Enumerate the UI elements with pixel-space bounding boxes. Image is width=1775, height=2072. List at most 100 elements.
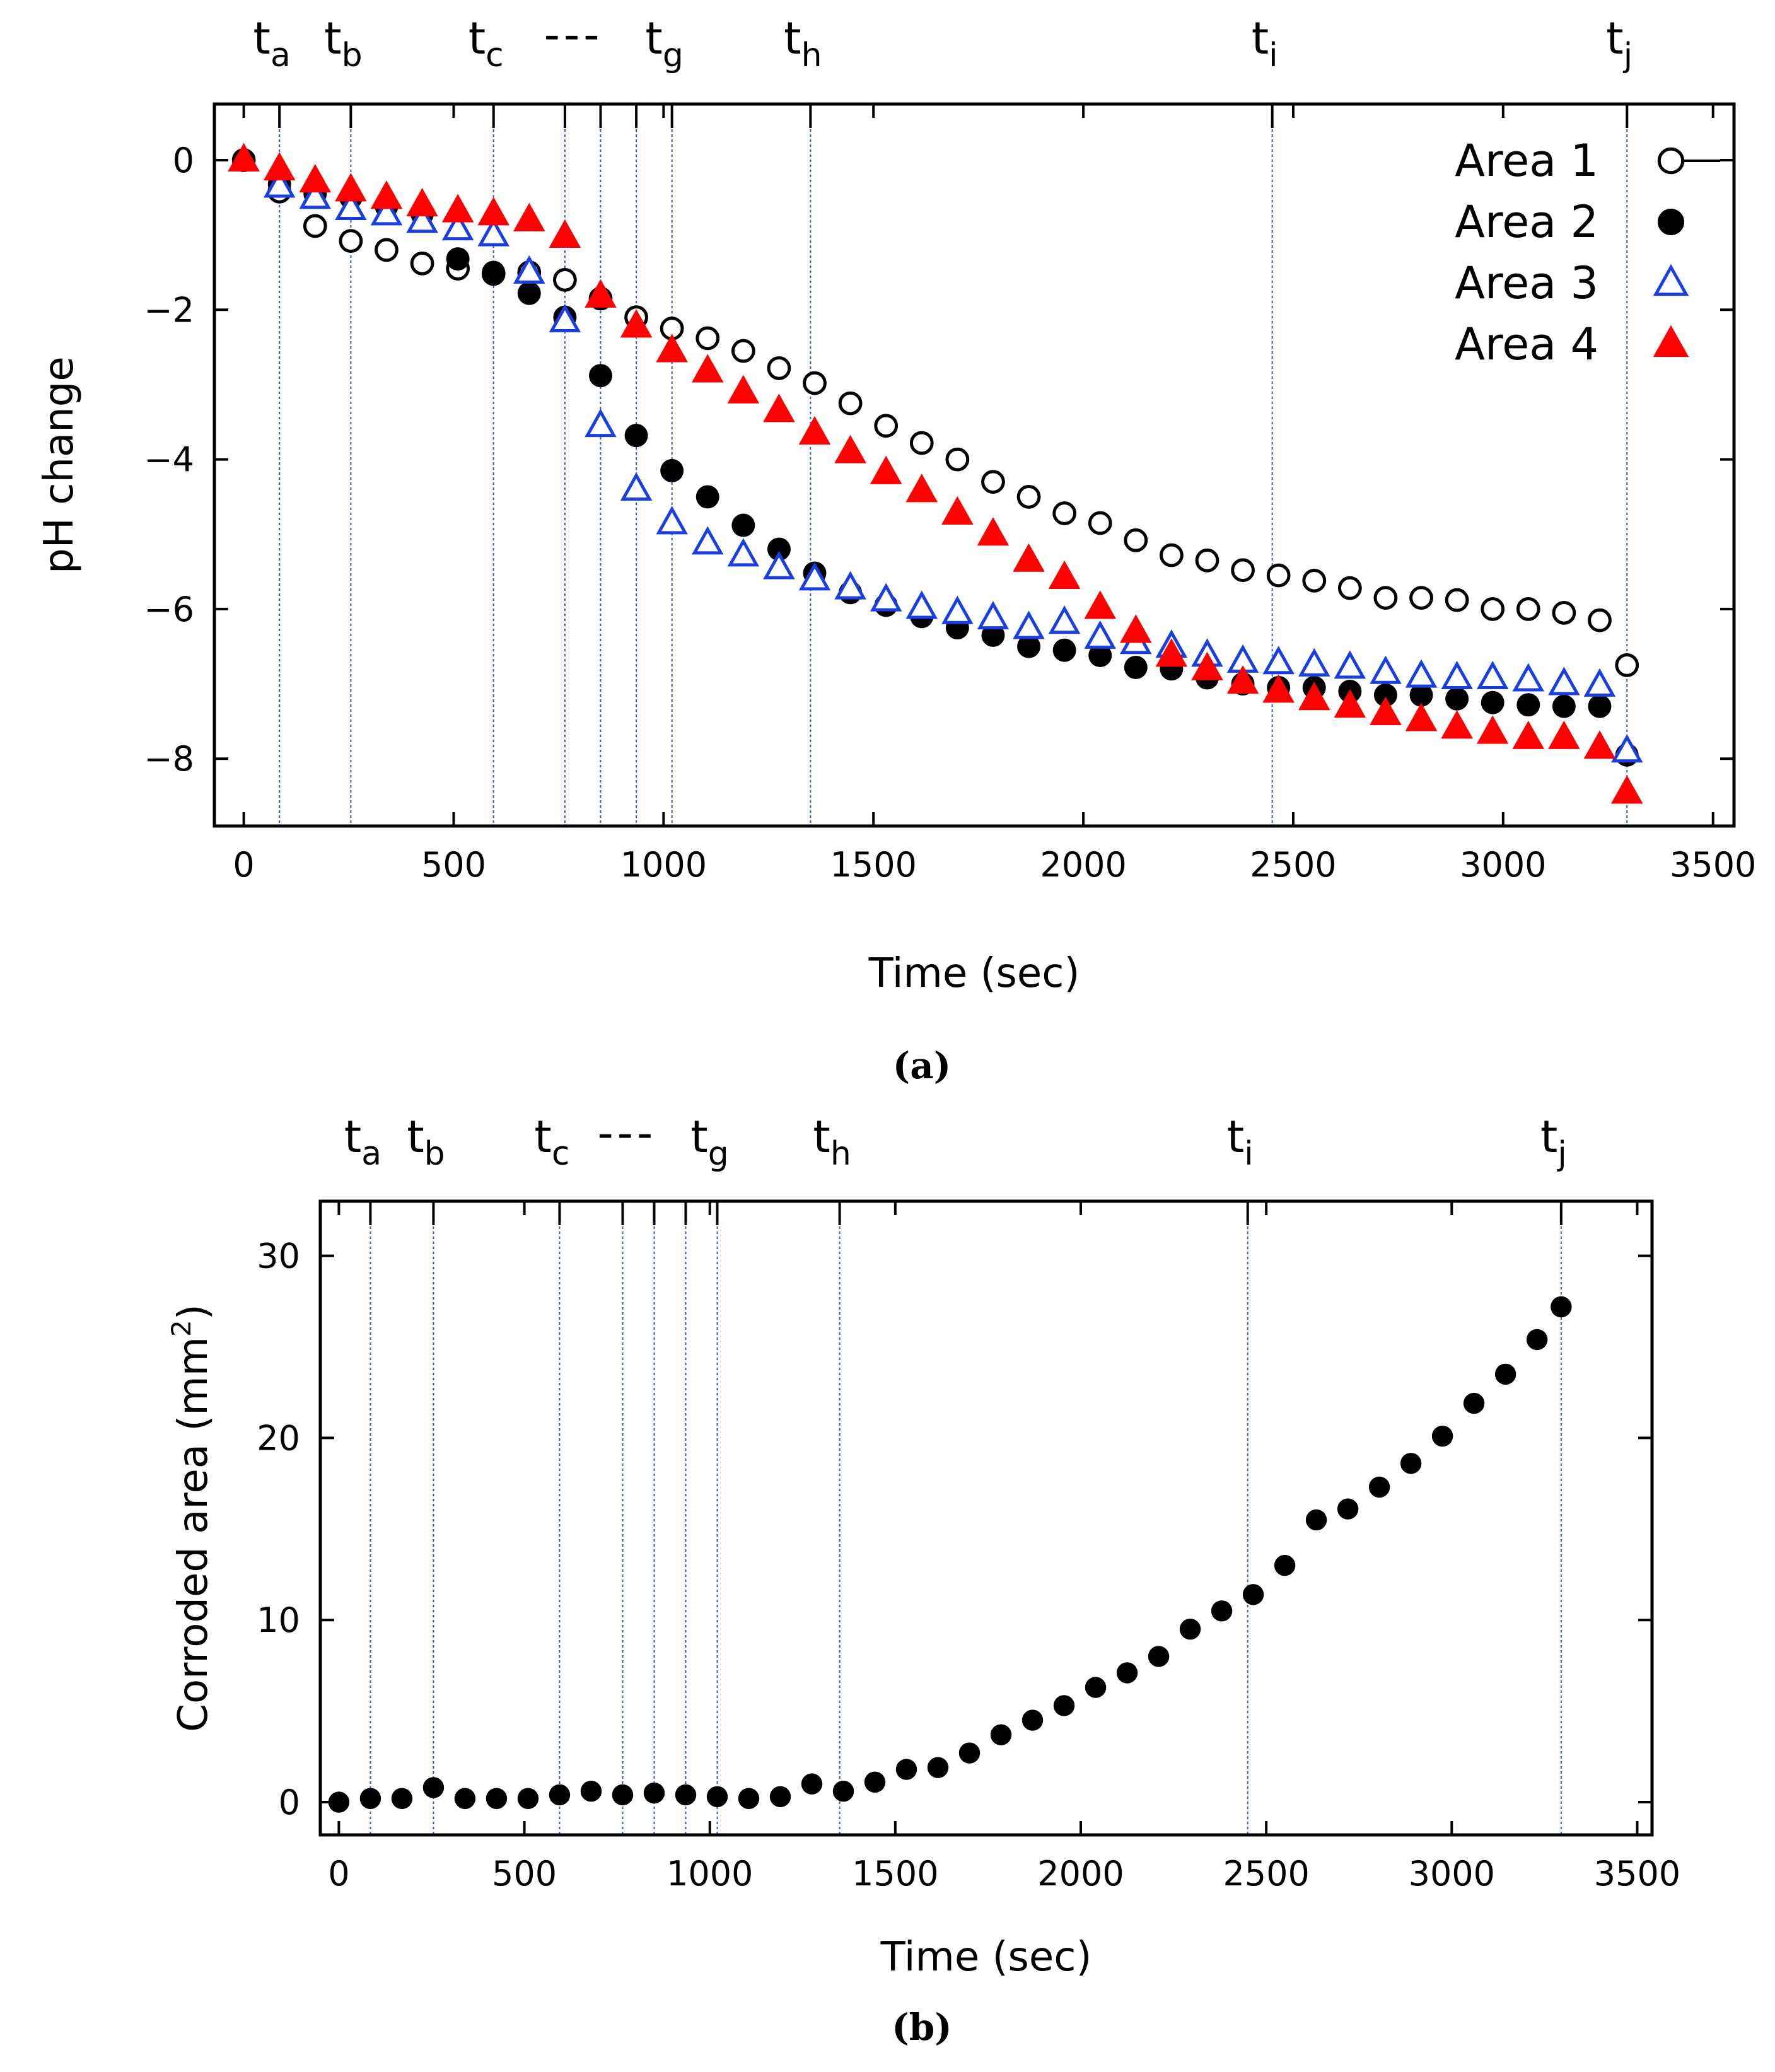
- panel-b-point-0-17: [864, 1771, 886, 1793]
- panel-a-point-3-28: [1226, 665, 1259, 694]
- panel-b-point-0-14: [769, 1786, 791, 1808]
- panel-a-point-0-23: [1052, 501, 1077, 525]
- panel-a-point-1-13: [695, 485, 719, 509]
- panel-a-point-0-33: [1409, 586, 1433, 610]
- panel-a-point-3-20: [941, 496, 974, 525]
- panel-a-point-3-31: [1334, 689, 1366, 718]
- panel-a-point-3-36: [1512, 720, 1545, 749]
- panel-a-point-3-12: [656, 334, 688, 363]
- panel-a-x-tick-label-6: 3000: [1460, 845, 1546, 885]
- panel-b-point-0-35: [1431, 1425, 1453, 1447]
- panel-a-point-3-2: [299, 164, 332, 193]
- panel-a-point-3-13: [691, 354, 724, 383]
- panel-a-event-dashes: ---: [544, 9, 603, 61]
- panel-a-point-1-12: [660, 458, 684, 482]
- panel-b-y-tick-label-3: 30: [257, 1237, 300, 1276]
- panel-a-point-0-3: [339, 229, 363, 253]
- panel-a-point-3-10: [585, 279, 617, 308]
- panel-a-point-0-30: [1302, 568, 1327, 593]
- panel-a-point-2-30: [1298, 648, 1330, 677]
- panel-a-point-1-35: [1481, 690, 1504, 714]
- panel-a-point-3-4: [370, 180, 403, 209]
- panel-a-point-3-34: [1441, 710, 1473, 739]
- legend-marker-2: [1653, 264, 1689, 296]
- panel-a-point-0-14: [731, 339, 755, 363]
- panel-b-point-0-29: [1242, 1584, 1264, 1605]
- panel-a-point-2-32: [1370, 655, 1402, 684]
- panel-a-point-1-15: [767, 537, 791, 561]
- panel-a-event-label-9: tj: [1606, 13, 1632, 74]
- panel-a-point-1-33: [1409, 683, 1433, 707]
- panel-b-point-0-6: [517, 1788, 539, 1809]
- panel-a-y-tick-label-0: 0: [173, 141, 194, 180]
- panel-b-point-0-0: [328, 1791, 350, 1813]
- panel-a-point-3-9: [549, 219, 581, 248]
- panel-a-point-2-31: [1334, 650, 1366, 679]
- panel-a-point-2-10: [585, 409, 617, 438]
- panel-a-point-2-5: [406, 204, 438, 233]
- panel-a-point-0-5: [410, 251, 434, 276]
- panel-a-point-1-25: [1124, 655, 1148, 679]
- panel-a-point-3-15: [763, 393, 795, 422]
- panel-a-point-3-8: [513, 202, 545, 231]
- panel-a-point-3-39: [1610, 775, 1643, 804]
- panel-a-point-1-37: [1552, 694, 1576, 718]
- panel-a-point-0-31: [1337, 576, 1362, 600]
- panel-b-point-0-32: [1337, 1498, 1359, 1520]
- panel-a-legend: Area 1 Area 2 Area 3 Area 4: [1455, 135, 1720, 370]
- panel-a-point-0-4: [375, 238, 399, 262]
- panel-a-data-points: [228, 143, 1643, 804]
- panel-a-event-sub-1: b: [342, 37, 363, 74]
- panel-a-point-1-8: [517, 281, 541, 305]
- panel-b-y-axis-label-main: Corroded area (mm: [170, 1337, 217, 1732]
- panel-a-point-3-18: [870, 455, 902, 484]
- panel-b-event-sub-1: b: [424, 1135, 445, 1173]
- panel-a-point-3-35: [1476, 715, 1509, 744]
- panel-a-point-1-11: [624, 424, 648, 448]
- panel-b-event-sub-6: g: [708, 1135, 729, 1173]
- panel-a-point-3-7: [477, 197, 509, 226]
- panel-a-point-2-11: [620, 472, 653, 501]
- panel-a-point-2-9: [549, 303, 581, 333]
- panel-b-event-dashes: ---: [597, 1107, 656, 1159]
- panel-a-point-2-21: [977, 600, 1010, 630]
- panel-b-point-0-34: [1400, 1453, 1422, 1474]
- panel-a-point-3-26: [1155, 638, 1188, 667]
- panel-b-point-0-5: [486, 1788, 508, 1809]
- panel-a-y-tick-label-4: −8: [144, 739, 194, 779]
- panel-b-x-tick-label-6: 3000: [1409, 1854, 1495, 1894]
- panel-a-point-3-32: [1370, 696, 1402, 725]
- panel-a-point-2-6: [441, 211, 474, 241]
- panel-b-point-0-10: [643, 1782, 665, 1804]
- panel-b-point-0-36: [1463, 1392, 1485, 1414]
- panel-a-point-2-3: [335, 191, 367, 221]
- panel-b-event-sub-0: a: [361, 1135, 381, 1173]
- panel-a-point-2-36: [1512, 663, 1545, 692]
- panel-a-point-2-12: [656, 506, 688, 535]
- panel-a-point-0-35: [1481, 597, 1505, 621]
- panel-b-point-0-2: [391, 1788, 413, 1809]
- panel-a-point-3-29: [1262, 674, 1295, 703]
- panel-a-point-0-13: [695, 326, 720, 351]
- panel-b-x-tick-label-2: 1000: [666, 1854, 753, 1894]
- panel-a-point-3-25: [1120, 614, 1152, 643]
- panel-b-point-0-11: [675, 1784, 697, 1806]
- panel-a-point-2-14: [727, 538, 760, 567]
- panel-a-x-tick-label-2: 1000: [620, 845, 707, 885]
- panel-a-point-3-16: [798, 416, 831, 445]
- panel-a-point-0-22: [1016, 485, 1041, 509]
- panel-b-point-0-22: [1021, 1709, 1044, 1731]
- panel-b-plot-frame: [318, 1199, 1654, 1837]
- panel-b-point-0-37: [1494, 1363, 1516, 1385]
- panel-a-x-tick-label-4: 2000: [1040, 845, 1126, 885]
- panel-a-point-2-1: [263, 169, 296, 198]
- panel-a-point-2-23: [1048, 605, 1081, 634]
- legend-label-3: Area 4: [1455, 318, 1598, 370]
- panel-b-point-0-3: [422, 1777, 445, 1798]
- panel-a-point-2-34: [1441, 660, 1473, 690]
- panel-a-x-tick-label-3: 1500: [830, 845, 917, 885]
- panel-b-x-tick-label-5: 2500: [1223, 1854, 1309, 1894]
- legend-marker-3: [1653, 325, 1689, 358]
- panel-b-point-0-39: [1551, 1296, 1572, 1318]
- panel-b-y-axis-label-close: ): [170, 1304, 217, 1320]
